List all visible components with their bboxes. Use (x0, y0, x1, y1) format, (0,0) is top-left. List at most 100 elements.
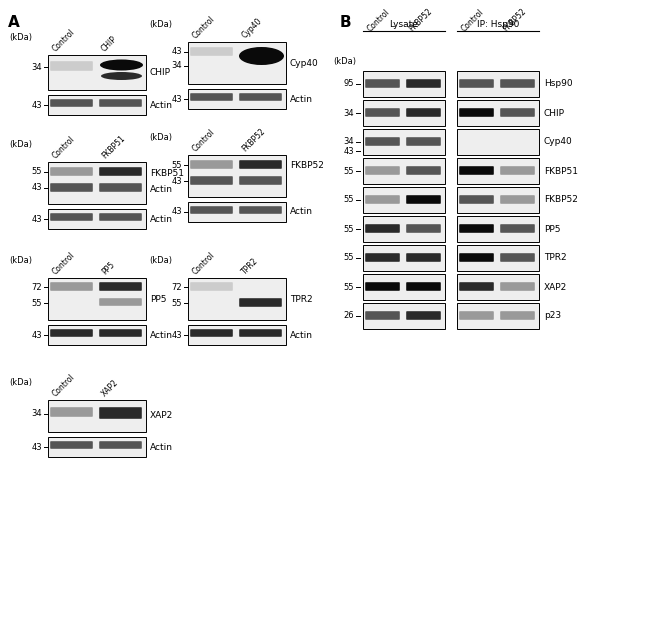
Text: 55: 55 (31, 298, 42, 307)
Text: 43: 43 (31, 214, 42, 223)
Text: (kDa): (kDa) (333, 57, 356, 66)
FancyBboxPatch shape (50, 407, 93, 417)
FancyBboxPatch shape (99, 213, 142, 221)
Text: 26: 26 (343, 312, 354, 320)
FancyBboxPatch shape (239, 206, 282, 214)
Bar (48, 400, 146, 432)
Bar (457, 71, 539, 97)
Bar (188, 89, 286, 109)
Bar (48, 162, 146, 204)
Text: 55: 55 (343, 196, 354, 204)
Text: 55: 55 (31, 167, 42, 176)
Text: 43: 43 (172, 176, 182, 186)
Text: Actin: Actin (290, 95, 313, 103)
Text: Control: Control (366, 7, 392, 33)
FancyBboxPatch shape (50, 441, 93, 449)
Text: Control: Control (51, 372, 77, 398)
FancyBboxPatch shape (99, 183, 142, 192)
FancyBboxPatch shape (500, 195, 535, 204)
Text: XAP2: XAP2 (544, 283, 567, 292)
Text: Control: Control (191, 250, 217, 276)
Text: 55: 55 (343, 224, 354, 233)
Text: PP5: PP5 (100, 260, 116, 276)
FancyBboxPatch shape (99, 441, 142, 449)
Bar (457, 129, 539, 155)
FancyBboxPatch shape (459, 224, 494, 233)
FancyBboxPatch shape (406, 166, 441, 175)
Text: (kDa): (kDa) (9, 256, 32, 265)
Text: Cyp40: Cyp40 (544, 137, 573, 147)
FancyBboxPatch shape (459, 282, 494, 291)
Text: TPR2: TPR2 (240, 256, 260, 276)
Text: 43: 43 (343, 147, 354, 155)
Text: FKBP51: FKBP51 (544, 167, 578, 176)
Text: Control: Control (191, 127, 217, 153)
Bar (363, 100, 445, 126)
Text: IP: Hsp90: IP: Hsp90 (477, 20, 519, 29)
Bar (363, 158, 445, 184)
Text: (kDa): (kDa) (9, 140, 32, 149)
Bar (48, 325, 146, 345)
Bar (48, 95, 146, 115)
FancyBboxPatch shape (239, 298, 282, 307)
FancyBboxPatch shape (406, 253, 441, 262)
Text: 34: 34 (343, 108, 354, 117)
Text: FKBP52: FKBP52 (544, 196, 578, 204)
FancyBboxPatch shape (99, 329, 142, 337)
Bar (363, 245, 445, 271)
FancyBboxPatch shape (406, 137, 441, 146)
FancyBboxPatch shape (239, 93, 282, 101)
Bar (457, 274, 539, 300)
FancyBboxPatch shape (365, 195, 400, 204)
FancyBboxPatch shape (50, 329, 93, 337)
Text: A: A (8, 15, 20, 30)
Text: XAP2: XAP2 (100, 377, 120, 398)
FancyBboxPatch shape (365, 253, 400, 262)
FancyBboxPatch shape (406, 195, 441, 204)
Bar (48, 437, 146, 457)
FancyBboxPatch shape (190, 47, 233, 56)
FancyBboxPatch shape (365, 224, 400, 233)
FancyBboxPatch shape (190, 329, 233, 337)
FancyBboxPatch shape (239, 329, 282, 337)
FancyBboxPatch shape (239, 176, 282, 185)
Bar (188, 42, 286, 84)
Text: 43: 43 (172, 208, 182, 216)
Text: XAP2: XAP2 (150, 411, 174, 421)
Text: 55: 55 (343, 253, 354, 263)
Text: B: B (340, 15, 352, 30)
FancyBboxPatch shape (500, 108, 535, 117)
FancyBboxPatch shape (50, 183, 93, 192)
Text: (kDa): (kDa) (149, 133, 172, 142)
Text: p23: p23 (544, 312, 561, 320)
Ellipse shape (239, 47, 284, 65)
Text: Cyp40: Cyp40 (290, 58, 318, 68)
Text: 34: 34 (343, 137, 354, 147)
Text: 55: 55 (172, 298, 182, 307)
Bar (457, 187, 539, 213)
Bar (48, 55, 146, 90)
FancyBboxPatch shape (365, 282, 400, 291)
Text: 43: 43 (172, 330, 182, 339)
FancyBboxPatch shape (500, 166, 535, 175)
Bar (457, 158, 539, 184)
FancyBboxPatch shape (190, 161, 233, 169)
FancyBboxPatch shape (190, 176, 233, 185)
Text: CHIP: CHIP (150, 68, 171, 77)
Bar (363, 129, 445, 155)
Text: FKBP51: FKBP51 (150, 169, 184, 177)
Bar (48, 209, 146, 229)
FancyBboxPatch shape (500, 311, 535, 320)
Ellipse shape (100, 60, 143, 70)
FancyBboxPatch shape (406, 79, 441, 88)
Text: 34: 34 (31, 63, 42, 71)
Text: 43: 43 (31, 330, 42, 339)
Text: TPR2: TPR2 (290, 295, 313, 303)
Bar (363, 303, 445, 329)
Text: Control: Control (51, 27, 77, 53)
Bar (188, 155, 286, 197)
FancyBboxPatch shape (190, 282, 233, 291)
Text: Actin: Actin (150, 214, 173, 223)
Text: Control: Control (51, 134, 77, 160)
FancyBboxPatch shape (365, 79, 400, 88)
